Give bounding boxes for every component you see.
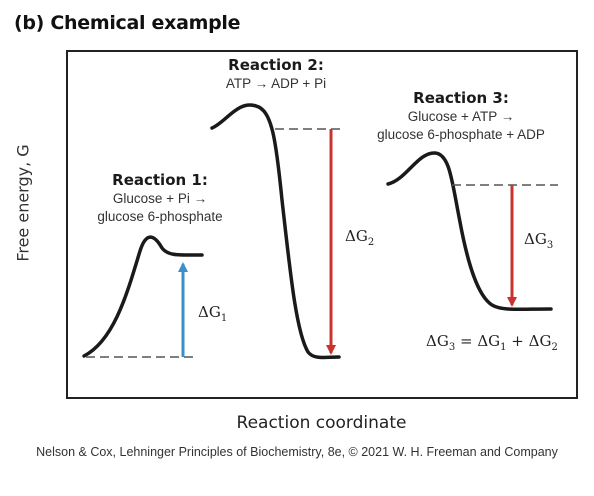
reaction3-group: Reaction 3: Glucose + ATP → glucose 6-ph… [377, 89, 558, 353]
sum-lhs-sub: 3 [449, 342, 455, 353]
sum-plus: + [507, 332, 529, 350]
sum-t2-sub: 2 [551, 342, 557, 353]
reaction2-curve [210, 103, 341, 360]
reaction1-eq-text: Glucose + Pi → [113, 191, 207, 206]
delta-g3-sub: 3 [547, 240, 553, 251]
sum-t1-sub: 1 [500, 342, 506, 353]
reaction1-group: Reaction 1: Glucose + Pi → glucose 6-pho… [82, 171, 227, 358]
plot-frame [66, 50, 578, 399]
delta-g2-label: ΔG2 [345, 227, 374, 248]
delta-g2-sub: 2 [368, 237, 374, 248]
sum-equals: = [455, 332, 477, 350]
reaction1-title: Reaction 1: [112, 171, 208, 189]
sum-t2-symbol: ΔG [529, 332, 552, 350]
delta-g1-sub: 1 [221, 313, 227, 324]
reaction3-eq-line1: Glucose + ATP → [408, 109, 514, 124]
reaction1-eq-line1: Glucose + Pi → [113, 191, 207, 206]
x-axis-label: Reaction coordinate [236, 413, 407, 433]
reaction1-eq-line2: glucose 6-phosphate [97, 209, 222, 224]
delta-g1-label: ΔG1 [198, 303, 227, 324]
delta-g3-symbol: ΔG [524, 230, 547, 248]
delta-g3-label: ΔG3 [524, 230, 553, 251]
reaction3-title: Reaction 3: [413, 89, 509, 107]
sum-t1-symbol: ΔG [477, 332, 500, 350]
sum-lhs-symbol: ΔG [426, 332, 449, 350]
delta-g2-symbol: ΔG [345, 227, 368, 245]
delta-g1-symbol: ΔG [198, 303, 221, 321]
reaction2-group: Reaction 2: ATP → ADP + Pi ΔG2 [210, 56, 374, 360]
reaction3-eq-line2: glucose 6-phosphate + ADP [377, 127, 545, 142]
reaction3-curve [386, 151, 553, 312]
reaction2-title: Reaction 2: [228, 56, 324, 74]
reaction1-curve [82, 235, 204, 358]
reaction2-eq-line1: ATP → ADP + Pi [226, 76, 326, 91]
panel-title: (b) Chemical example [14, 12, 241, 34]
sum-equation: ΔG3 = ΔG1 + ΔG2 [426, 332, 558, 353]
credit-line: Nelson & Cox, Lehninger Principles of Bi… [36, 445, 558, 459]
